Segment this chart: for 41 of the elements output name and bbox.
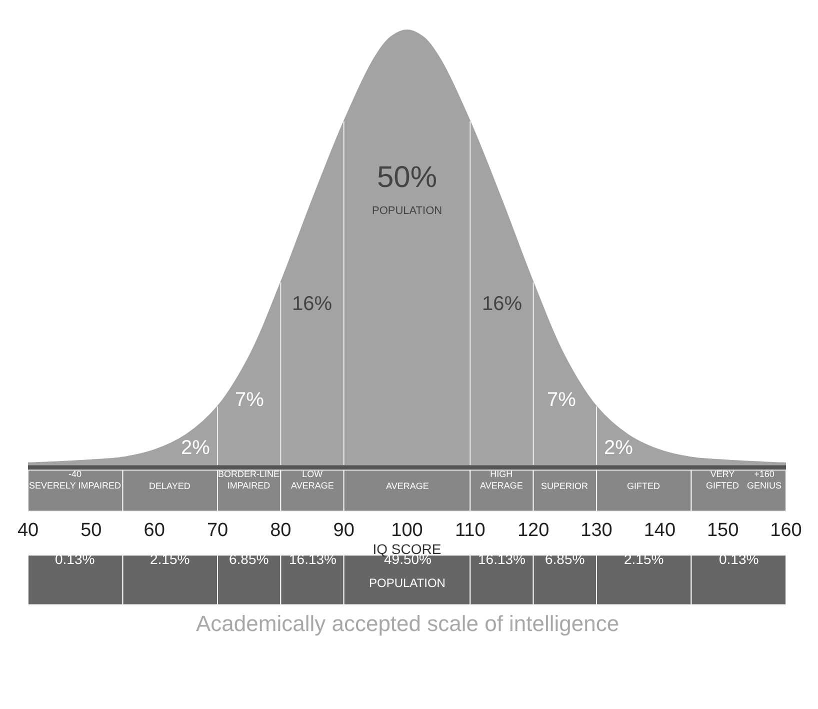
x-tick-label: 100 <box>391 520 423 542</box>
text: 2.15% <box>150 551 190 567</box>
x-tick-label: 160 <box>770 520 802 542</box>
text: 16.13% <box>478 551 526 567</box>
category-label: HIGH AVERAGE <box>480 469 523 491</box>
x-tick-label: 120 <box>517 520 550 542</box>
annotation: 50% <box>377 161 438 194</box>
category-label: LOW AVERAGE <box>291 469 334 491</box>
annotation: 2% <box>604 437 634 459</box>
x-tick-label: 140 <box>644 520 676 542</box>
text: POPULATION <box>369 576 446 590</box>
annotation: 7% <box>547 389 576 411</box>
category-label: DELAYED <box>149 481 191 491</box>
text: 0.13% <box>55 551 95 567</box>
x-tick-label: 150 <box>706 520 739 542</box>
category-label: VERY GIFTED <box>706 469 740 491</box>
text: 0.13% <box>719 551 759 567</box>
text: +160 GENIUS <box>747 469 782 491</box>
text: Academically accepted scale of intelligence <box>196 611 620 636</box>
category-label: BORDER-LINE IMPAIRED <box>218 469 280 491</box>
annotation: 16% <box>292 293 332 315</box>
text: 16.13% <box>289 551 336 567</box>
x-tick-label: 110 <box>455 520 486 542</box>
text: 6.85% <box>229 551 269 567</box>
category-label: AVERAGE <box>386 481 429 491</box>
x-tick-label: 130 <box>580 520 612 542</box>
text: 6.85% <box>545 551 585 567</box>
category-label: -40 SEVERELY IMPAIRED <box>29 469 122 491</box>
annotation: 7% <box>235 389 264 411</box>
x-tick-label: 70 <box>206 520 228 542</box>
text: 2.15% <box>624 551 664 567</box>
annotation: 16% <box>482 293 522 315</box>
category-label: SUPERIOR <box>541 481 589 491</box>
x-tick-label: 90 <box>333 520 354 542</box>
x-tick-label: 80 <box>270 520 292 542</box>
category-label: GIFTED <box>627 481 660 491</box>
x-tick-label: 60 <box>144 520 165 542</box>
annotation: POPULATION <box>372 205 442 217</box>
x-tick-label: 50 <box>80 520 102 542</box>
x-tick-label: 40 <box>17 520 39 542</box>
annotation: 2% <box>181 437 210 459</box>
